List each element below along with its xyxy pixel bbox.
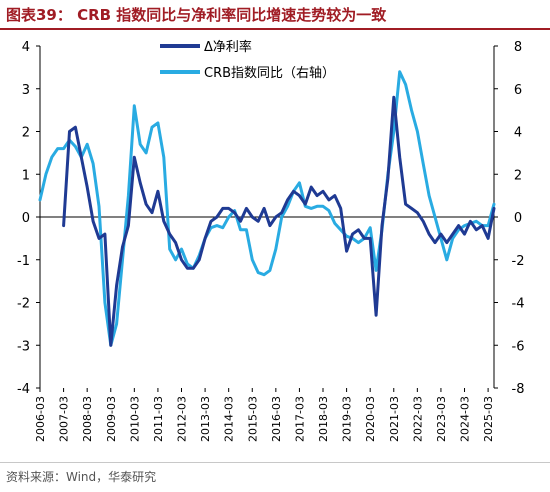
x-tick-label: 2016-03 (270, 396, 283, 442)
right-tick-label: -2 (512, 254, 525, 269)
left-tick-label: 2 (22, 126, 30, 141)
right-tick-label: 8 (514, 40, 522, 55)
x-tick-label: 2007-03 (58, 396, 71, 442)
left-tick-label: 1 (22, 168, 30, 183)
left-tick-label: -4 (17, 382, 30, 397)
x-tick-label: 2017-03 (293, 396, 306, 442)
source-divider (0, 462, 550, 463)
right-tick-label: 6 (514, 83, 522, 98)
x-tick-label: 2006-03 (34, 396, 47, 442)
right-tick-label: -4 (512, 297, 525, 312)
x-tick-label: 2025-03 (482, 396, 495, 442)
title-bar: 图表39： CRB 指数同比与净利率同比增速走势较为一致 (0, 0, 550, 30)
legend-label-crb: CRB指数同比（右轴） (204, 66, 335, 81)
right-tick-label: 4 (514, 126, 522, 141)
net-margin-series-line (62, 95, 496, 347)
x-tick-label: 2013-03 (199, 396, 212, 442)
left-tick-label: 3 (22, 83, 30, 98)
x-tick-label: 2012-03 (176, 396, 189, 442)
left-tick-label: -2 (17, 297, 30, 312)
x-tick-label: 2008-03 (81, 396, 94, 442)
x-tick-label: 2019-03 (341, 396, 354, 442)
right-tick-label: -6 (512, 339, 525, 354)
x-tick-label: 2020-03 (364, 396, 377, 442)
x-tick-label: 2010-03 (128, 396, 141, 442)
legend-label-net-margin: Δ净利率 (204, 39, 252, 55)
x-tick-label: 2022-03 (411, 396, 424, 442)
x-tick-label: 2018-03 (317, 396, 330, 442)
right-tick-label: 0 (514, 211, 522, 226)
left-tick-label: 4 (22, 40, 30, 55)
crb-series-line (38, 70, 496, 347)
left-tick-label: -3 (17, 339, 30, 354)
page-title: 图表39： CRB 指数同比与净利率同比增速走势较为一致 (6, 6, 387, 24)
right-tick-label: 2 (514, 168, 522, 183)
right-tick-label: -8 (512, 382, 525, 397)
x-tick-label: 2024-03 (459, 396, 472, 442)
x-tick-label: 2021-03 (388, 396, 401, 442)
source-note: 资料来源：Wind，华泰研究 (6, 470, 157, 484)
x-tick-label: 2009-03 (105, 396, 118, 442)
chart: 4 3 2 1 0 -1 -2 -3 -4 8 6 4 2 0 -2 -4 -6 -8 2006-03 2007-03… (17, 39, 525, 442)
x-tick-label: 2023-03 (435, 396, 448, 442)
x-tick-label: 2011-03 (152, 396, 165, 442)
x-tick-label: 2014-03 (223, 396, 236, 442)
left-tick-label: 0 (22, 211, 30, 226)
x-tick-label: 2015-03 (246, 396, 259, 442)
left-tick-label: -1 (17, 254, 30, 269)
